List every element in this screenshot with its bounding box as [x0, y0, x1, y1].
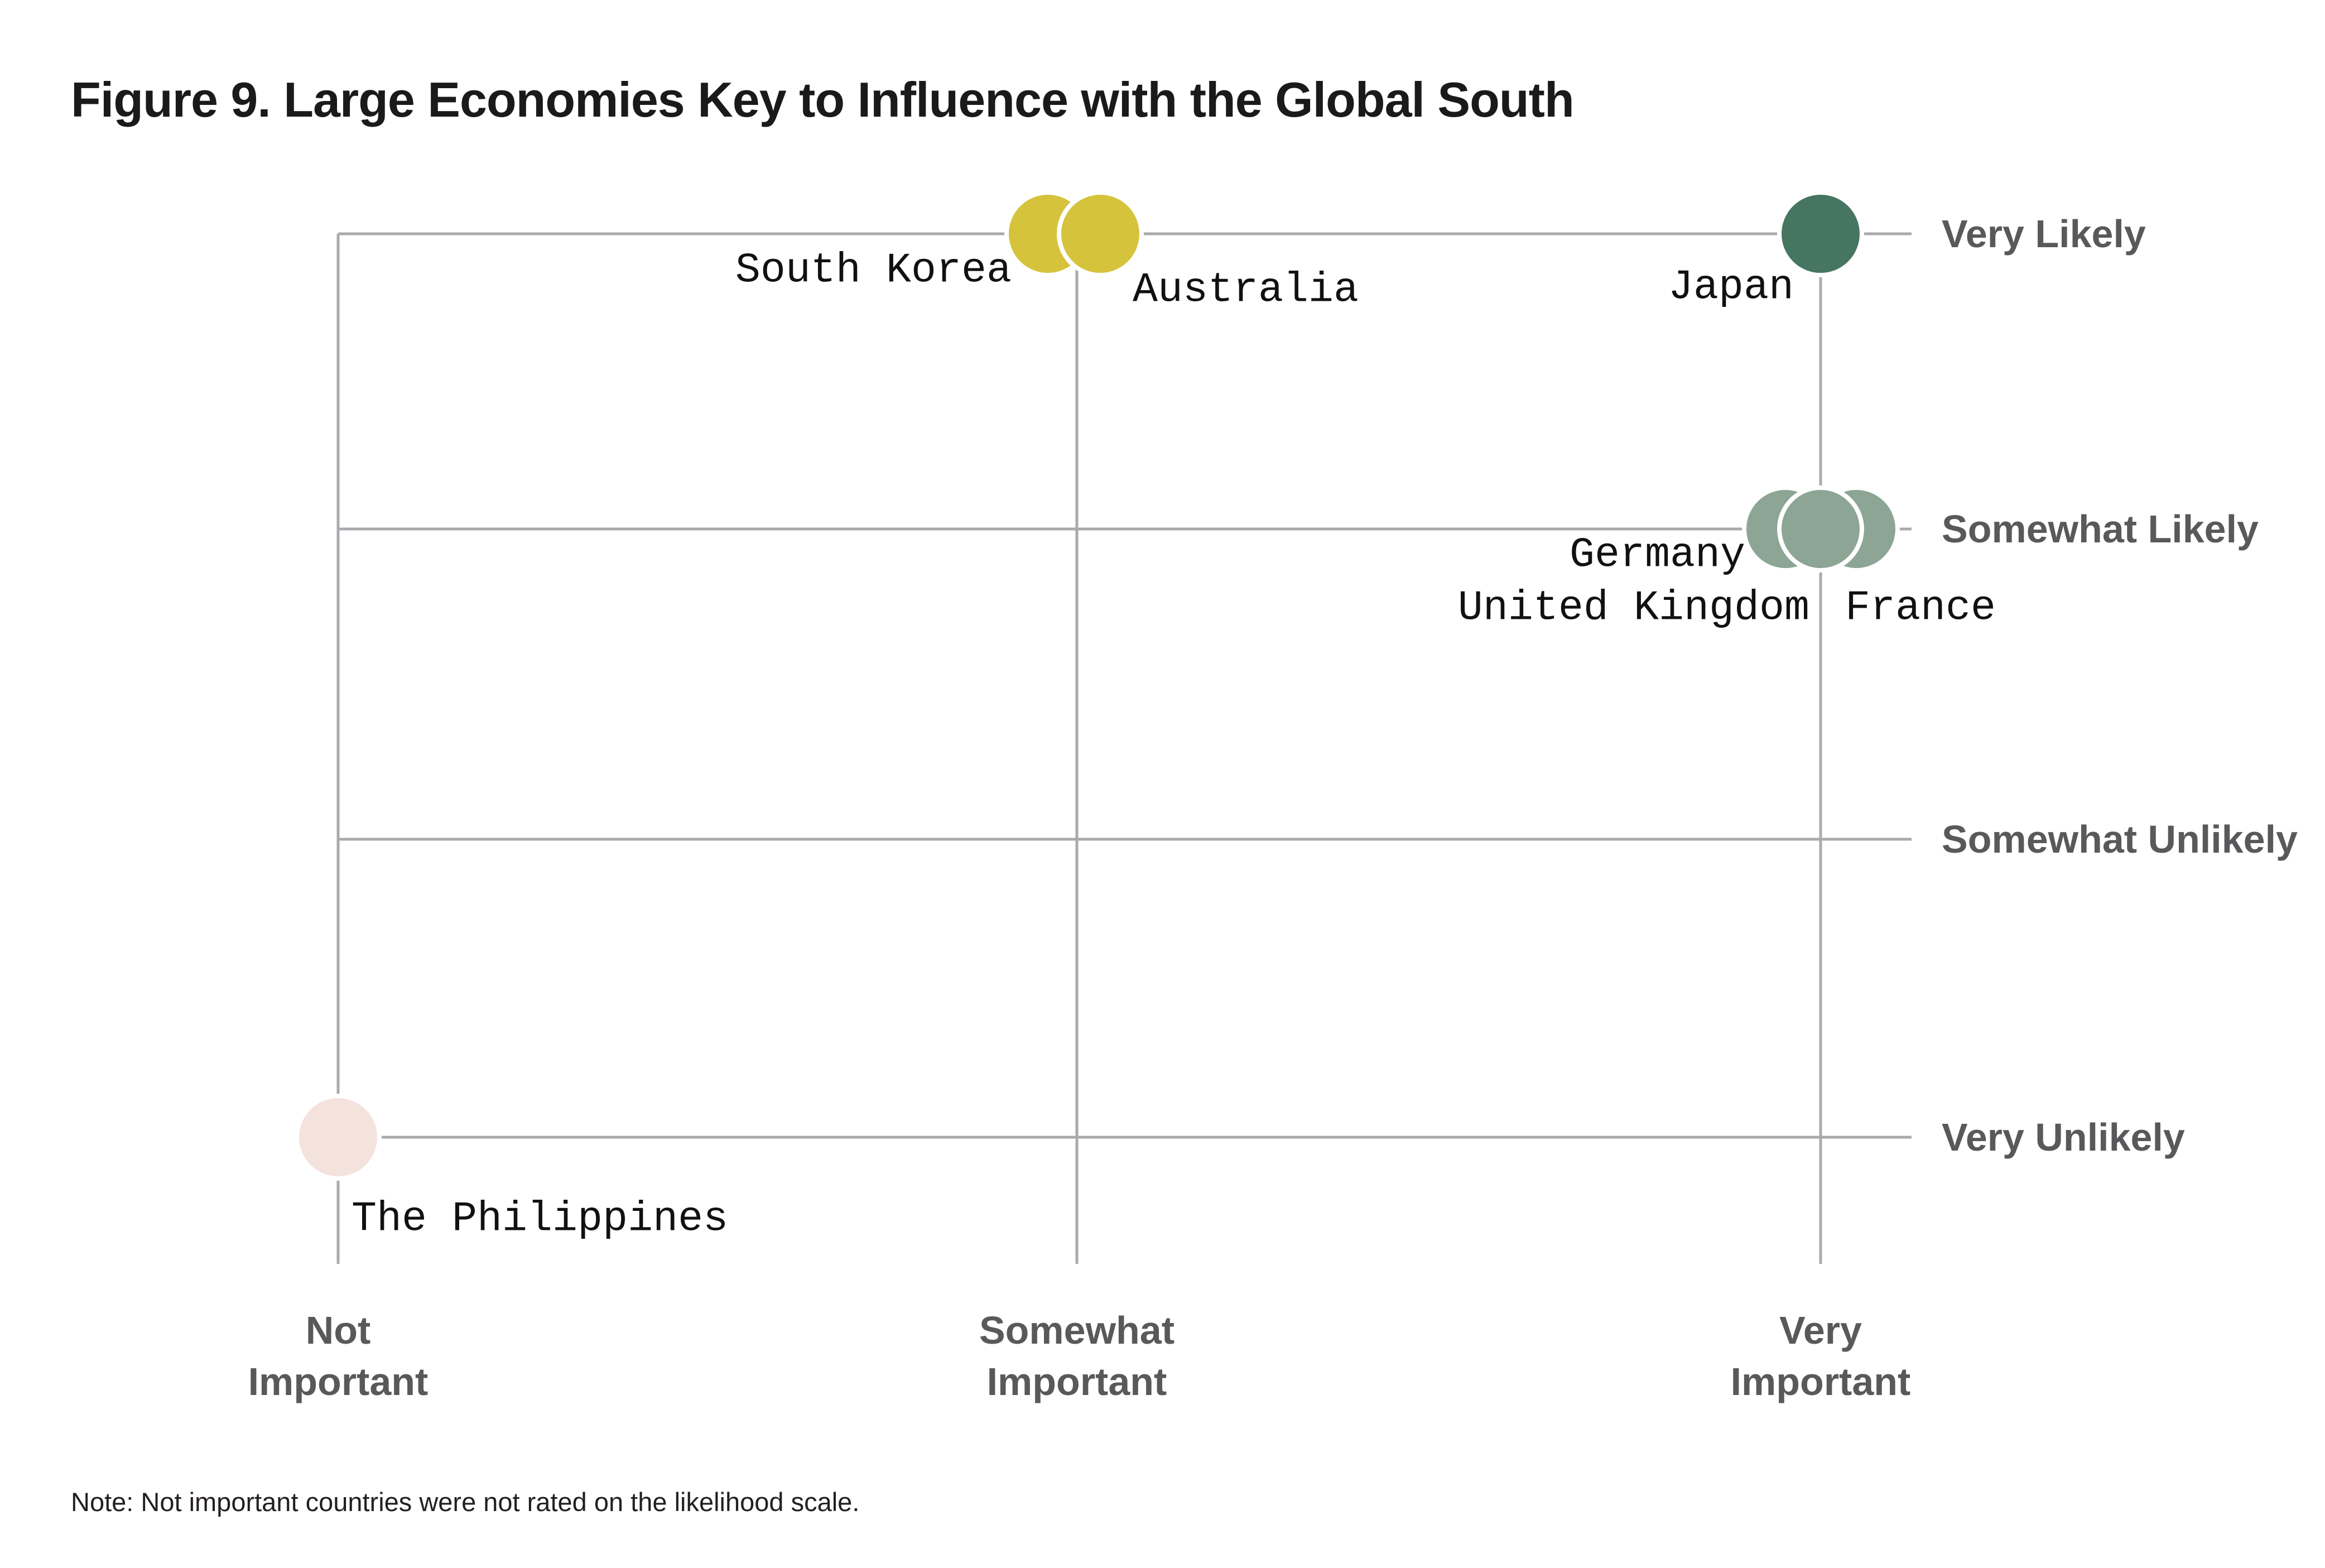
x-tick-very-important: Very Important — [1730, 1309, 1911, 1404]
point-label-south-korea: South Korea — [735, 247, 1012, 295]
data-point-the-philippines — [295, 1094, 382, 1181]
y-tick-somewhat-unlikely: Somewhat Unlikely — [1942, 817, 2298, 861]
data-point-japan — [1777, 190, 1864, 277]
point-label-the-philippines: The Philippines — [352, 1195, 729, 1243]
point-label-australia: Australia — [1133, 266, 1359, 314]
point-label-japan: Japan — [1668, 263, 1794, 311]
x-tick-not-important: Not Important — [248, 1309, 429, 1404]
x-tick-somewhat-important: Somewhat Important — [979, 1309, 1175, 1404]
y-tick-very-likely: Very Likely — [1942, 212, 2146, 256]
chart-title: Figure 9. Large Economies Key to Influen… — [71, 72, 1575, 127]
point-label-germany: Germany — [1569, 531, 1745, 579]
y-tick-somewhat-likely: Somewhat Likely — [1942, 507, 2259, 551]
chart-note: Note: Not important countries were not r… — [71, 1487, 860, 1517]
y-tick-very-unlikely: Very Unlikely — [1942, 1115, 2185, 1159]
data-point-australia — [1057, 190, 1144, 277]
point-label-united-kingdom: United Kingdom — [1457, 584, 1809, 632]
point-label-france: France — [1845, 584, 1996, 632]
data-point-united-kingdom — [1777, 485, 1864, 573]
